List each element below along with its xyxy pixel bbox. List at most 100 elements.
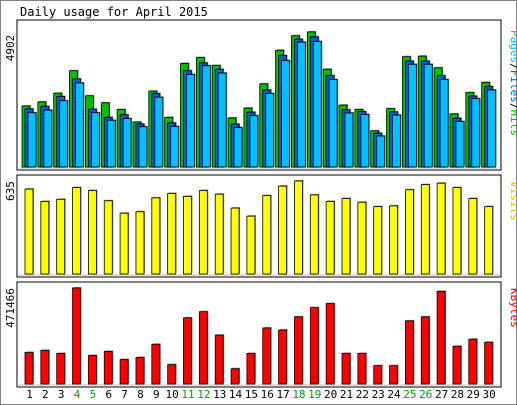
visits-bar-27 (436, 182, 446, 275)
kbytes-bar-25 (404, 320, 414, 385)
visits-bar-20 (325, 201, 335, 275)
kbytes-bar-20 (325, 303, 335, 385)
pages-bar-12 (201, 65, 211, 168)
kbytes-bar-16 (262, 327, 272, 385)
x-tick-label-28: 28 (451, 388, 464, 401)
visits-bar-7 (119, 212, 129, 275)
x-tick-label-26: 26 (419, 388, 432, 401)
pages-bar-16 (265, 93, 275, 168)
visits-bar-23 (373, 206, 383, 275)
kbytes-bar-14 (230, 368, 240, 385)
pages-bar-17 (281, 60, 291, 168)
x-tick-label-27: 27 (435, 388, 448, 401)
pages-bar-30 (487, 89, 497, 168)
pages-bar-21 (344, 112, 354, 168)
visits-bar-16 (262, 195, 272, 275)
visits-ylabel: Visits (508, 181, 517, 221)
pages-bar-14 (233, 127, 243, 168)
kbytes-ylabel: KBytes (508, 288, 517, 328)
kbytes-bar-7 (119, 359, 129, 385)
visits-bar-28 (452, 187, 462, 275)
visits-bar-29 (468, 198, 478, 275)
x-tick-label-9: 9 (153, 388, 160, 401)
pages-bar-4 (75, 82, 84, 168)
pages-bar-29 (471, 98, 481, 168)
pages-bar-15 (249, 115, 259, 168)
x-tick-label-25: 25 (403, 388, 416, 401)
kbytes-bar-19 (309, 307, 319, 385)
x-tick-label-19: 19 (308, 388, 321, 401)
kbytes-bar-10 (167, 364, 177, 385)
kbytes-bar-11 (183, 317, 192, 385)
x-tick-label-11: 11 (181, 388, 194, 401)
panel-frame-kbytes (16, 281, 502, 388)
x-tick-label-5: 5 (90, 388, 97, 401)
visits-bar-8 (135, 211, 145, 275)
pages-bar-10 (170, 126, 180, 168)
usage-ylabel-separator: / (508, 63, 517, 70)
pages-bar-11 (186, 74, 195, 168)
visits-bar-5 (88, 190, 97, 275)
visits-bar-2 (40, 201, 50, 275)
kbytes-bar-22 (357, 353, 367, 385)
pages-bar-19 (312, 41, 322, 168)
kbytes-bar-15 (246, 353, 256, 385)
kbytes-bar-1 (24, 352, 34, 385)
usage-ylabel-files: Files (508, 70, 517, 103)
panel-frame-visits (16, 174, 502, 278)
visits-bar-25 (404, 189, 414, 275)
kbytes-bar-18 (294, 316, 303, 385)
kbytes-bar-21 (341, 353, 351, 385)
pages-bar-27 (439, 79, 449, 168)
pages-bar-7 (122, 118, 132, 168)
kbytes-bar-26 (420, 316, 430, 385)
pages-bar-24 (392, 114, 401, 168)
pages-bar-23 (376, 135, 386, 168)
pages-bar-22 (360, 114, 370, 168)
visits-bar-19 (309, 194, 319, 275)
usage-ylabel-pages: Pages (508, 30, 517, 63)
pages-bar-8 (138, 126, 148, 168)
visits-bar-11 (183, 195, 192, 275)
kbytes-bar-3 (56, 353, 66, 385)
kbytes-bar-23 (373, 365, 383, 385)
pages-bar-2 (43, 109, 53, 168)
kbytes-bar-9 (151, 343, 161, 385)
visits-bar-24 (389, 205, 398, 275)
visits-bar-17 (278, 185, 288, 275)
pages-bar-13 (217, 72, 227, 168)
visits-bar-10 (167, 193, 177, 275)
visits-bar-15 (246, 215, 256, 275)
visits-bar-3 (56, 198, 66, 275)
x-tick-label-21: 21 (340, 388, 353, 401)
pages-bar-26 (423, 63, 433, 168)
kbytes-bar-29 (468, 338, 478, 385)
kbytes-bar-6 (103, 351, 113, 385)
visits-bar-26 (420, 184, 430, 275)
x-tick-label-22: 22 (356, 388, 369, 401)
x-tick-label-29: 29 (467, 388, 480, 401)
pages-bar-20 (328, 79, 338, 168)
x-tick-label-3: 3 (58, 388, 65, 401)
visits-bar-21 (341, 198, 351, 275)
x-tick-label-10: 10 (166, 388, 179, 401)
x-tick-label-23: 23 (372, 388, 385, 401)
visits-ytick-max: 635 (4, 181, 17, 201)
x-tick-label-7: 7 (121, 388, 128, 401)
pages-bar-1 (27, 112, 37, 168)
pages-bar-5 (91, 112, 100, 168)
kbytes-bar-8 (135, 357, 145, 385)
usage-ytick-max: 4902 (4, 35, 17, 62)
x-tick-label-30: 30 (483, 388, 496, 401)
visits-bar-22 (357, 201, 367, 275)
pages-bar-6 (106, 119, 116, 168)
x-tick-label-16: 16 (261, 388, 274, 401)
kbytes-ytick-max: 471466 (4, 288, 17, 328)
visits-bar-9 (151, 197, 161, 275)
visits-bar-12 (198, 190, 208, 275)
pages-bar-9 (154, 96, 164, 168)
pages-bar-3 (59, 100, 69, 168)
kbytes-bar-13 (214, 334, 224, 385)
x-tick-label-20: 20 (324, 388, 337, 401)
